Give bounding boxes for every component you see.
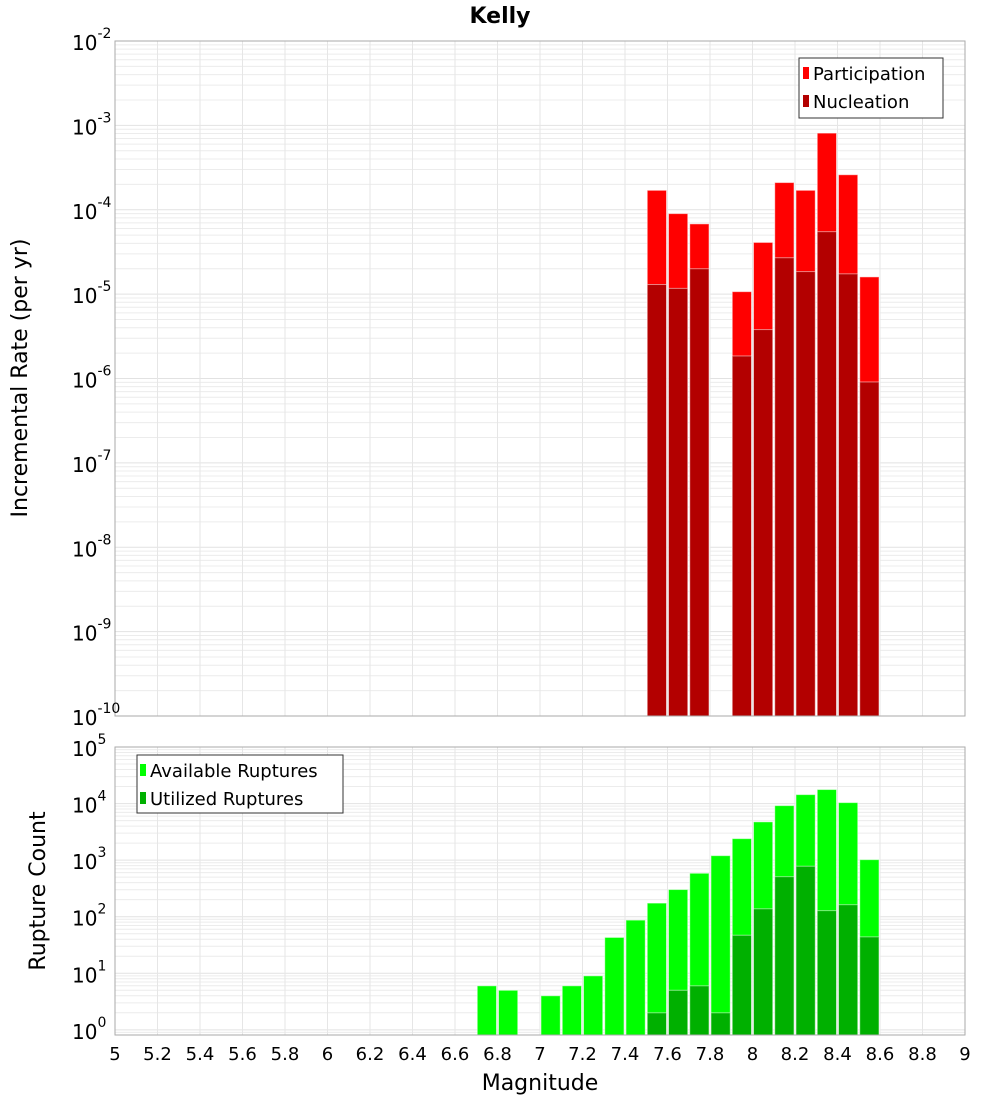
- top-gridlines: [115, 41, 966, 717]
- bar-available-ruptures: [498, 989, 519, 1036]
- y-tick-label: 10-2: [72, 26, 111, 55]
- bar-nucleation: [753, 329, 774, 717]
- bottom-legend: Available Ruptures Utilized Ruptures: [136, 754, 344, 814]
- y-tick-label: 104: [72, 789, 106, 818]
- y-tick-label: 103: [72, 845, 106, 874]
- bar-nucleation: [689, 268, 710, 717]
- bar-nucleation: [816, 231, 837, 717]
- legend-label-participation: Participation: [813, 64, 925, 85]
- legend-label-available: Available Ruptures: [150, 761, 318, 782]
- bar-available-ruptures: [476, 985, 497, 1036]
- bar-nucleation: [859, 381, 880, 717]
- legend-swatch-participation: [803, 67, 809, 79]
- x-tick-label: 6.6: [441, 1044, 470, 1065]
- bar-available-ruptures: [710, 855, 731, 1036]
- top-plot-frame: [114, 40, 966, 717]
- legend-swatch-utilized: [140, 792, 146, 804]
- x-tick-label: 5.8: [271, 1044, 300, 1065]
- y-tick-label: 102: [72, 902, 106, 931]
- x-tick-label: 7.8: [696, 1044, 725, 1065]
- top-y-axis-label: Incremental Rate (per yr): [8, 239, 33, 518]
- x-tick-label: 8.8: [908, 1044, 937, 1065]
- bar-utilized-ruptures: [838, 904, 859, 1036]
- bar-utilized-ruptures: [859, 936, 880, 1036]
- bar-available-ruptures: [540, 995, 561, 1036]
- top-legend: Participation Nucleation: [798, 57, 944, 119]
- bar-nucleation: [731, 355, 752, 717]
- y-tick-label: 101: [72, 958, 106, 987]
- legend-label-nucleation: Nucleation: [813, 92, 909, 113]
- bar-utilized-ruptures: [731, 934, 752, 1036]
- bar-available-ruptures: [625, 919, 646, 1036]
- x-tick-label: 7.2: [568, 1044, 597, 1065]
- x-tick-label: 5: [109, 1044, 120, 1065]
- x-tick-label: 8.6: [866, 1044, 895, 1065]
- y-tick-label: 10-4: [72, 195, 112, 224]
- y-tick-label: 10-7: [72, 448, 111, 477]
- chart-title: Kelly: [469, 4, 530, 29]
- y-tick-label: 105: [72, 732, 106, 761]
- bar-utilized-ruptures: [710, 1012, 731, 1036]
- bar-utilized-ruptures: [668, 989, 689, 1036]
- x-tick-label: 5.4: [186, 1044, 215, 1065]
- bar-nucleation: [795, 271, 816, 717]
- x-tick-label: 5.2: [143, 1044, 172, 1065]
- y-tick-label: 10-8: [72, 532, 111, 561]
- x-tick-label: 7.6: [653, 1044, 682, 1065]
- x-tick-label: 8.4: [823, 1044, 852, 1065]
- y-tick-label: 10-6: [72, 364, 112, 393]
- bar-utilized-ruptures: [646, 1012, 667, 1036]
- x-tick-label: 6.8: [483, 1044, 512, 1065]
- y-tick-label: 100: [72, 1015, 106, 1044]
- x-axis-label: Magnitude: [482, 1071, 599, 1096]
- bottom-y-ticks: 105 104 103 102 101 100: [72, 732, 106, 1044]
- bottom-plot-frame: [114, 746, 966, 1036]
- bar-available-ruptures: [561, 985, 582, 1036]
- bar-available-ruptures: [604, 936, 625, 1036]
- bar-available-ruptures: [583, 975, 604, 1036]
- bar-utilized-ruptures: [816, 910, 837, 1036]
- bar-nucleation: [668, 287, 689, 717]
- y-tick-label: 10-3: [72, 110, 111, 139]
- x-ticks: 5 5.2 5.4 5.6 5.8 6 6.2 6.4 6.6 6.8 7 7.2 7.4 7.6 7.8 8…: [109, 1044, 970, 1065]
- top-bars: [646, 132, 880, 717]
- top-y-ticks: 10-2 10-3 10-4 10-5 10-6 10-7 10-8 10-9 10-10: [72, 26, 120, 730]
- x-tick-label: 7: [534, 1044, 545, 1065]
- bar-utilized-ruptures: [774, 876, 795, 1036]
- x-tick-label: 6.4: [398, 1044, 427, 1065]
- y-tick-label: 10-10: [72, 701, 120, 730]
- y-tick-label: 10-9: [72, 617, 111, 646]
- bottom-bars: [476, 789, 880, 1036]
- bottom-y-axis-label: Rupture Count: [26, 811, 51, 971]
- y-tick-label: 10-5: [72, 279, 111, 308]
- x-tick-label: 7.4: [611, 1044, 640, 1065]
- x-tick-label: 5.6: [228, 1044, 257, 1065]
- bar-nucleation: [838, 273, 859, 717]
- bar-utilized-ruptures: [795, 865, 816, 1036]
- legend-label-utilized: Utilized Ruptures: [150, 789, 303, 810]
- x-tick-label: 8.2: [781, 1044, 810, 1065]
- legend-swatch-available: [140, 764, 146, 776]
- x-tick-label: 6.2: [356, 1044, 385, 1065]
- bar-nucleation: [646, 284, 667, 717]
- bar-nucleation: [774, 257, 795, 717]
- x-tick-label: 6: [322, 1044, 333, 1065]
- x-tick-label: 8: [747, 1044, 758, 1065]
- x-tick-label: 9: [959, 1044, 970, 1065]
- legend-swatch-nucleation: [803, 95, 809, 107]
- bar-utilized-ruptures: [753, 908, 774, 1036]
- bar-utilized-ruptures: [689, 985, 710, 1036]
